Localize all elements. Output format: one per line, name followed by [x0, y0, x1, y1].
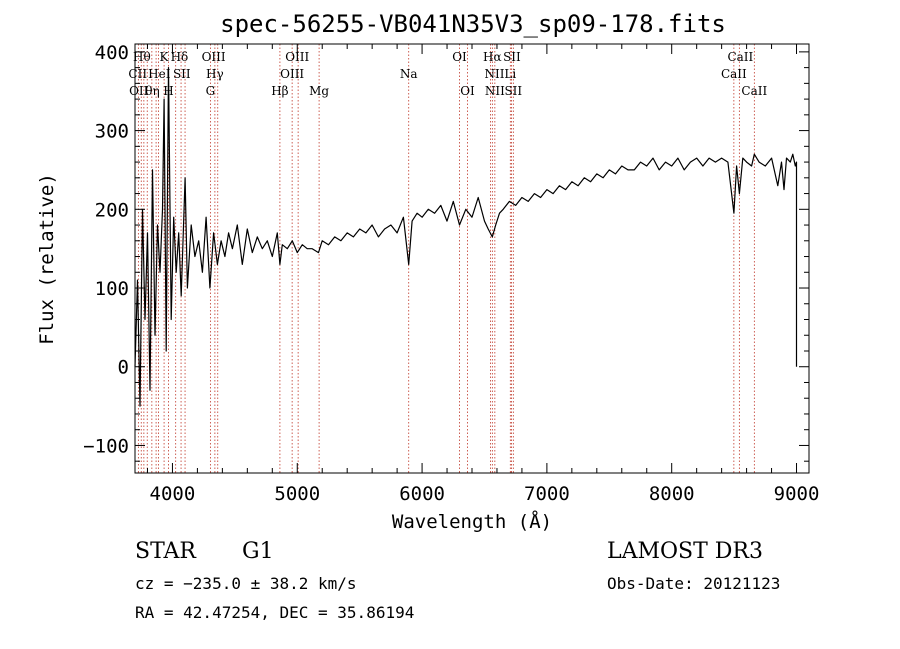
x-axis-label: Wavelength (Å) [392, 510, 552, 533]
x-tick-label-4: 8000 [649, 483, 695, 505]
observation-date: Obs-Date: 20121123 [607, 574, 781, 593]
x-tick-label-1: 5000 [274, 483, 320, 505]
chart-title: spec-56255-VB041N35V3_sp09-178.fits [220, 10, 726, 38]
y-tick-label-2: 100 [95, 278, 129, 300]
redshift-velocity: cz = −235.0 ± 38.2 km/s [135, 574, 357, 593]
line-label-22: Hβ [271, 84, 288, 98]
line-label-7: SII [503, 50, 521, 64]
x-tick-label-3: 7000 [524, 483, 570, 505]
x-tick-label-5: 9000 [774, 483, 820, 505]
y-tick-label-4: 300 [95, 121, 129, 143]
y-axis-ticks: −100 0 100 200 300 400 [83, 42, 809, 462]
plot-frame [134, 43, 810, 474]
line-label-1: K [159, 50, 169, 64]
line-label-26: SII [504, 84, 522, 98]
survey-name: LAMOST DR3 [607, 539, 763, 564]
line-label-16: Li [504, 67, 516, 81]
line-label-10: HeI [148, 67, 171, 81]
line-label-13: OIII [280, 67, 304, 81]
y-tick-label-1: 0 [118, 357, 129, 379]
line-label-27: CaII [741, 84, 767, 98]
spectrum-series-line [134, 67, 798, 407]
line-label-18: OII [129, 84, 149, 98]
line-label-11: SII [173, 67, 191, 81]
line-label-4: OIII [285, 50, 309, 64]
line-label-3: OIII [202, 50, 226, 64]
line-label-15: NII [484, 67, 504, 81]
line-label-12: Hγ [206, 67, 224, 81]
line-label-2: Hδ [171, 50, 189, 64]
object-class: STAR [135, 539, 196, 564]
x-tick-label-2: 6000 [399, 483, 445, 505]
line-label-21: G [206, 84, 216, 98]
line-label-23: Mg [309, 84, 329, 98]
x-tick-label-0: 4000 [150, 483, 196, 505]
line-label-0: Hθ [133, 50, 151, 64]
emission-line-markers [137, 44, 755, 473]
y-axis-label: Flux (relative) [36, 173, 58, 345]
sky-coordinates: RA = 42.47254, DEC = 35.86194 [135, 603, 415, 622]
y-tick-label-0: −100 [83, 435, 129, 457]
line-label-17: CaII [721, 67, 747, 81]
line-label-8: CaII [727, 50, 753, 64]
line-label-14: Na [400, 67, 418, 81]
line-label-19: θη [145, 84, 159, 98]
line-label-5: OI [452, 50, 467, 64]
line-label-6: Hα [483, 50, 502, 64]
y-tick-label-3: 200 [95, 199, 129, 221]
line-label-9: CII [128, 67, 147, 81]
x-axis-ticks: 4000 5000 6000 7000 8000 9000 [146, 44, 820, 505]
line-label-24: OI [460, 84, 475, 98]
y-tick-label-5: 400 [95, 42, 129, 64]
line-label-25: NII [485, 84, 505, 98]
object-subclass: G1 [242, 539, 274, 564]
